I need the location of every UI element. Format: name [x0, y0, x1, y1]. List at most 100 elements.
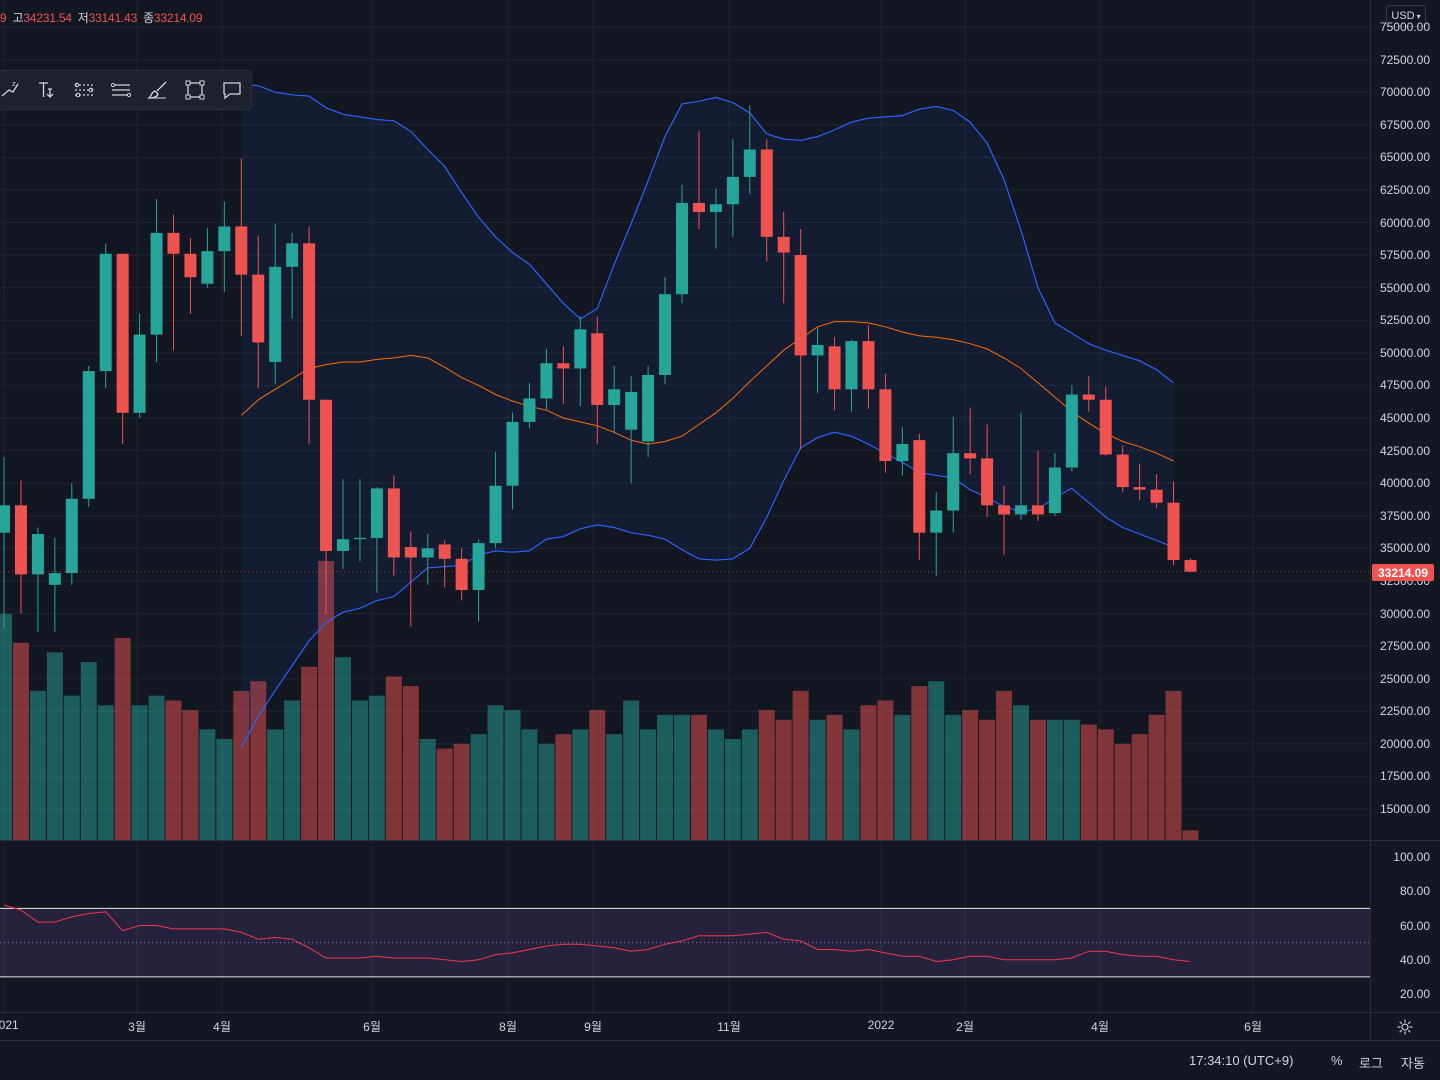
candle — [811, 328, 824, 394]
volume-bar — [199, 729, 216, 840]
trend-line-tool-button[interactable]: z — [0, 71, 28, 109]
volume-bar — [1114, 743, 1131, 840]
volume-bar — [589, 710, 606, 840]
price-axis-label: 62500.00 — [1379, 182, 1430, 197]
volume-bar — [453, 743, 470, 840]
price-axis-label: 55000.00 — [1379, 280, 1430, 295]
candle — [1133, 463, 1146, 501]
time-axis-label: 2월 — [956, 1020, 974, 1034]
candle-body — [387, 488, 400, 558]
text-tool-button[interactable] — [28, 71, 65, 109]
candle — [116, 253, 129, 445]
candle — [99, 243, 112, 389]
volume-bar — [894, 714, 911, 840]
candle-body — [1048, 467, 1061, 514]
legend-close-value: 33214.09 — [153, 11, 203, 25]
legend-high-label: 고 — [12, 11, 24, 25]
volume-bar — [843, 729, 860, 840]
volume-bar — [911, 686, 928, 840]
percent-scale-toggle[interactable]: % — [1331, 1053, 1343, 1068]
candle-body — [591, 333, 604, 405]
candle — [896, 427, 909, 476]
candle-body — [116, 253, 129, 413]
price-axis-label: 17500.00 — [1379, 769, 1430, 784]
price-axis-label: 45000.00 — [1379, 411, 1430, 425]
volume-bar — [182, 710, 199, 840]
prediction-tool-button[interactable] — [102, 71, 139, 109]
candle — [1048, 453, 1061, 516]
candle — [1150, 474, 1163, 508]
time-axis-label: 2021 — [0, 1018, 19, 1032]
candle-body — [523, 398, 536, 422]
currency-select[interactable]: USD ▾ — [1386, 5, 1426, 27]
volume-bar — [996, 690, 1013, 840]
drawing-toolbar: z — [0, 70, 252, 110]
price-axis-label: 67500.00 — [1379, 117, 1430, 132]
candle-body — [252, 274, 265, 343]
price-axis-label: 22500.00 — [1379, 704, 1430, 719]
volume-bar — [1131, 734, 1148, 840]
price-axis-label: 47500.00 — [1379, 378, 1430, 393]
candle-body — [692, 202, 705, 213]
time-axis-label: 9월 — [584, 1020, 602, 1034]
settings-gear-icon[interactable] — [1396, 1018, 1414, 1036]
price-axis-label: 50000.00 — [1379, 345, 1430, 360]
candle — [591, 316, 604, 445]
candle — [201, 227, 214, 288]
candle — [353, 479, 366, 562]
rsi-axis-label: 60.00 — [1399, 918, 1430, 933]
legend-high-value: 34231.54 — [23, 11, 72, 25]
candle-body — [811, 345, 824, 356]
rectangle-icon — [185, 80, 205, 100]
volume-bar — [318, 560, 335, 840]
candle-body — [455, 558, 468, 591]
brush-tool-button[interactable] — [140, 71, 177, 109]
candle — [184, 238, 197, 314]
candle-body — [879, 389, 892, 462]
candle-body — [404, 547, 417, 558]
volume-bar — [368, 695, 385, 840]
volume-bar — [233, 690, 250, 840]
price-axis-label: 37500.00 — [1379, 508, 1430, 523]
candle-body — [947, 453, 960, 511]
candle — [48, 537, 61, 632]
volume-bar — [165, 700, 182, 840]
volume-bar — [402, 686, 419, 840]
last-price-tag: 33214.09 — [1372, 564, 1434, 581]
rsi-axis-label: 20.00 — [1399, 987, 1430, 1001]
volume-bar — [63, 695, 80, 840]
candle-body — [1065, 394, 1078, 468]
candle — [438, 540, 451, 588]
candle-body — [540, 363, 553, 399]
candle-body — [320, 399, 333, 551]
pattern-tool-button[interactable] — [65, 71, 102, 109]
candle-body — [1184, 560, 1197, 572]
log-scale-toggle[interactable]: 로그 — [1359, 1056, 1383, 1071]
brush-icon — [146, 81, 167, 99]
auto-scale-toggle[interactable]: 자동 — [1401, 1056, 1425, 1071]
candle — [608, 365, 621, 434]
volume-bar — [419, 738, 436, 840]
price-axis-label: 57500.00 — [1379, 248, 1430, 263]
price-axis-label: 52500.00 — [1379, 313, 1430, 328]
candle — [676, 184, 688, 304]
candle — [235, 158, 248, 336]
price-axis-label: 40000.00 — [1379, 476, 1430, 491]
candle-body — [642, 374, 655, 442]
candle — [540, 348, 553, 411]
candle — [574, 316, 587, 407]
candle — [0, 457, 10, 630]
candle-body — [31, 533, 44, 575]
candle-body — [286, 243, 299, 267]
volume-bar — [674, 714, 690, 840]
time-axis-label: 8월 — [499, 1020, 517, 1034]
candle-body — [1116, 454, 1129, 488]
rectangle-tool-button[interactable] — [177, 71, 214, 109]
trend-line-icon: z — [1, 80, 19, 97]
volume-bar — [1182, 830, 1199, 840]
comment-tool-button[interactable] — [214, 71, 251, 109]
candle — [1184, 558, 1197, 573]
price-axis-label: 75000.00 — [1379, 20, 1430, 34]
clock-readout[interactable]: 17:34:10 (UTC+9) — [1189, 1053, 1294, 1068]
